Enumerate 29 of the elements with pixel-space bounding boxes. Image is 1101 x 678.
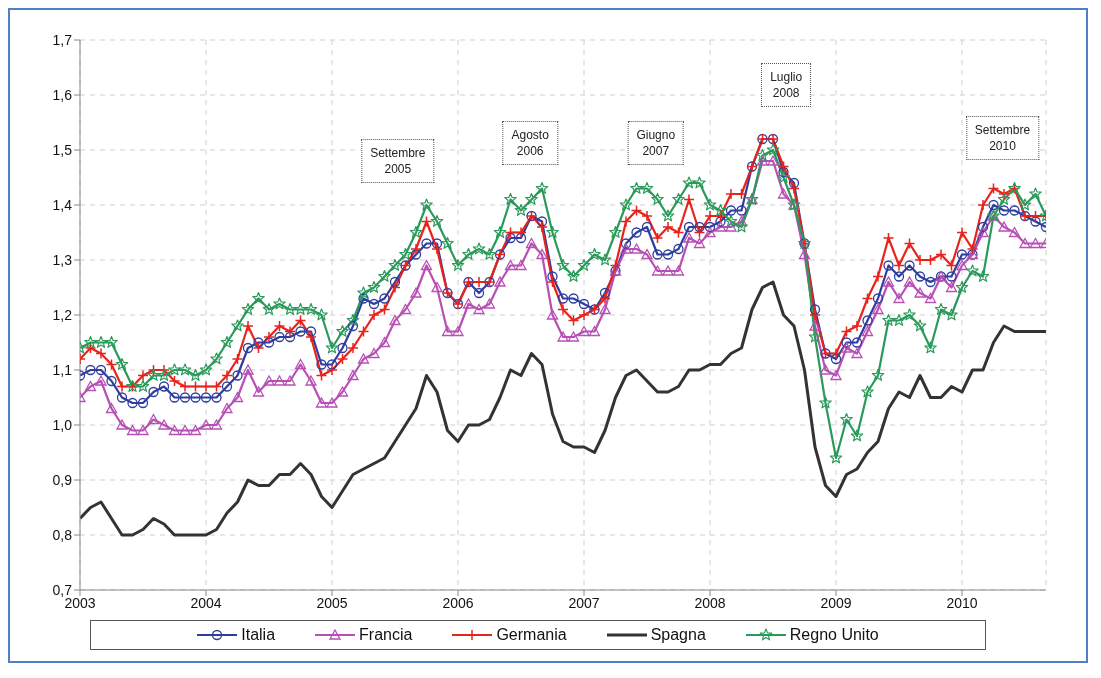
- y-tick-label: 1,2: [52, 306, 73, 323]
- x-tick-label: 2010: [946, 594, 978, 611]
- annotation: Settembre 2005: [370, 144, 426, 177]
- x-tick-label: 2004: [190, 594, 222, 611]
- x-tick-label: 2007: [568, 594, 600, 611]
- x-tick-label: 2006: [442, 594, 474, 611]
- y-tick-label: 1,0: [52, 416, 73, 433]
- legend-label: Germania: [496, 626, 567, 644]
- y-tick-label: 1,5: [52, 141, 73, 158]
- annotation: Luglio 2008: [770, 69, 803, 102]
- y-tick-label: 1,6: [52, 86, 73, 103]
- y-tick-label: 1,1: [52, 361, 73, 378]
- legend-label: Italia: [241, 626, 276, 644]
- x-tick-label: 2005: [316, 594, 348, 611]
- y-tick-label: 1,7: [52, 31, 73, 48]
- panel-frame: Italia Francia Germania Spagna Regno Unito 2003 2004 2005 2006 2007 2008 2009 2010 0,7 0,8 0,9 1,0 1,1 1,2 1,3 1,4 1,5 1,6 1,7 Settembre 2005 Agosto 2006 Giugno 2007 Luglio 2008 Settembre 2010: [8, 8, 1088, 663]
- legend-label: Spagna: [650, 626, 706, 644]
- y-tick-label: 0,8: [52, 526, 73, 543]
- legend-label: Regno Unito: [789, 626, 879, 644]
- line-series: [80, 280, 1046, 537]
- annotation: Giugno 2007: [636, 126, 676, 159]
- y-tick-label: 0,9: [52, 471, 73, 488]
- annotation: Settembre 2010: [974, 121, 1031, 154]
- y-tick-label: 1,4: [52, 196, 73, 213]
- x-tick-label: 2009: [820, 594, 852, 611]
- y-tick-label: 1,3: [52, 251, 73, 268]
- x-tick-label: 2008: [694, 594, 726, 611]
- legend-label: Francia: [359, 626, 413, 644]
- annotation: Agosto 2006: [511, 126, 549, 159]
